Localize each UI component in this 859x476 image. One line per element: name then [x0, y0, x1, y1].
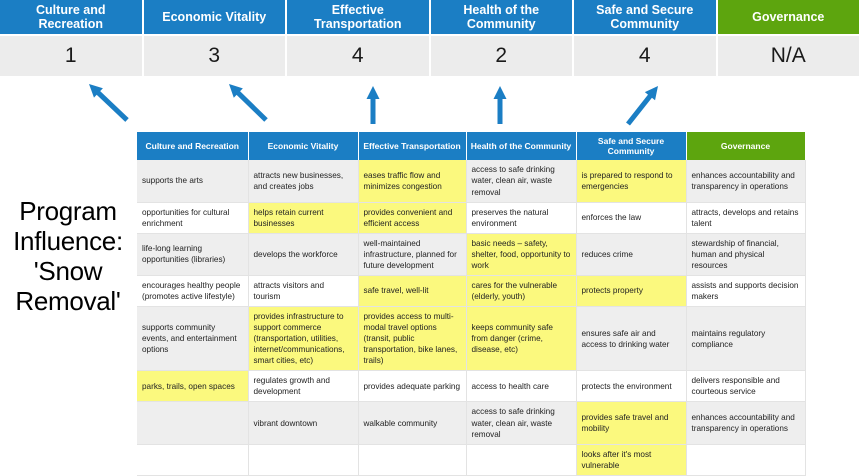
- matrix-cell: enforces the law: [576, 202, 686, 233]
- matrix-cell: life-long learning opportunities (librar…: [137, 233, 248, 275]
- banner-score-value: 1: [0, 34, 142, 76]
- matrix-column-header: Culture and Recreation: [137, 132, 248, 160]
- banner-score-value: N/A: [718, 34, 859, 76]
- matrix-cell: protects the environment: [576, 371, 686, 402]
- matrix-cell: [248, 444, 358, 475]
- matrix-column-header: Governance: [686, 132, 805, 160]
- matrix-cell: develops the workforce: [248, 233, 358, 275]
- banner-header-label: Economic Vitality: [144, 0, 286, 34]
- matrix-cell: [137, 402, 248, 444]
- matrix-cell: assists and supports decision makers: [686, 275, 805, 306]
- caption-line-1: Program: [4, 196, 132, 226]
- matrix-cell: [358, 444, 466, 475]
- matrix-cell-highlighted: parks, trails, open spaces: [137, 371, 248, 402]
- matrix-row: supports community events, and entertain…: [137, 307, 805, 371]
- matrix-cell: well-maintained infrastructure, planned …: [358, 233, 466, 275]
- banner-header-label: Safe and Secure Community: [574, 0, 716, 34]
- banner-header-label: Health of the Community: [431, 0, 573, 34]
- matrix-cell: attracts, develops and retains talent: [686, 202, 805, 233]
- matrix-cell: maintains regulatory compliance: [686, 307, 805, 371]
- banner-score-value: 2: [431, 34, 573, 76]
- matrix-cell: walkable community: [358, 402, 466, 444]
- matrix-cell: access to safe drinking water, clean air…: [466, 160, 576, 202]
- matrix-cell: regulates growth and development: [248, 371, 358, 402]
- matrix-cell: opportunities for cultural enrichment: [137, 202, 248, 233]
- matrix-cell-highlighted: basic needs – safety, shelter, food, opp…: [466, 233, 576, 275]
- banner-score-value: 4: [287, 34, 429, 76]
- arrow-culture-and-recreation: [89, 84, 127, 120]
- caption-line-3: 'Snow: [4, 256, 132, 286]
- banner-score-value: 3: [144, 34, 286, 76]
- matrix-cell-highlighted: keeps community safe from danger (crime,…: [466, 307, 576, 371]
- arrow-economic-vitality: [229, 84, 266, 120]
- program-influence-caption: Program Influence: 'Snow Removal': [4, 196, 132, 317]
- matrix-cell: stewardship of financial, human and phys…: [686, 233, 805, 275]
- banner-header-label: Governance: [718, 0, 859, 34]
- caption-line-4: Removal': [4, 286, 132, 316]
- matrix-cell: reduces crime: [576, 233, 686, 275]
- matrix-cell: ensures safe air and access to drinking …: [576, 307, 686, 371]
- matrix-cell-highlighted: provides safe travel and mobility: [576, 402, 686, 444]
- matrix-cell-highlighted: provides convenient and efficient access: [358, 202, 466, 233]
- arrow-effective-transportation: [367, 86, 380, 124]
- banner-score-value: 4: [574, 34, 716, 76]
- matrix-cell: access to safe drinking water, clean air…: [466, 402, 576, 444]
- matrix-cell-highlighted: is prepared to respond to emergencies: [576, 160, 686, 202]
- matrix-cell: [466, 444, 576, 475]
- arrow-layer: [0, 76, 859, 136]
- matrix-column-header: Safe and Secure Community: [576, 132, 686, 160]
- caption-line-2: Influence:: [4, 226, 132, 256]
- matrix-cell: access to health care: [466, 371, 576, 402]
- matrix-row: life-long learning opportunities (librar…: [137, 233, 805, 275]
- arrow-safe-and-secure-community: [628, 86, 658, 124]
- matrix-cell: attracts new businesses, and creates job…: [248, 160, 358, 202]
- banner-header-label: Effective Transportation: [287, 0, 429, 34]
- matrix-cell: attracts visitors and tourism: [248, 275, 358, 306]
- matrix-cell: supports the arts: [137, 160, 248, 202]
- matrix-cell-highlighted: eases traffic flow and minimizes congest…: [358, 160, 466, 202]
- matrix-cell: provides adequate parking: [358, 371, 466, 402]
- matrix-cell-highlighted: provides access to multi-modal travel op…: [358, 307, 466, 371]
- matrix-cell: enhances accountability and transparency…: [686, 402, 805, 444]
- matrix-cell-highlighted: looks after it's most vulnerable: [576, 444, 686, 475]
- matrix-cell-highlighted: safe travel, well-lit: [358, 275, 466, 306]
- matrix-cell-highlighted: provides infrastructure to support comme…: [248, 307, 358, 371]
- matrix-column-header: Health of the Community: [466, 132, 576, 160]
- matrix-column-header: Effective Transportation: [358, 132, 466, 160]
- banner-header-label: Culture and Recreation: [0, 0, 142, 34]
- matrix-cell: [686, 444, 805, 475]
- matrix-cell-highlighted: helps retain current businesses: [248, 202, 358, 233]
- matrix-cell-highlighted: protects property: [576, 275, 686, 306]
- matrix-cell: enhances accountability and transparency…: [686, 160, 805, 202]
- matrix-cell: vibrant downtown: [248, 402, 358, 444]
- matrix-cell: delivers responsible and courteous servi…: [686, 371, 805, 402]
- matrix-cell-highlighted: cares for the vulnerable (elderly, youth…: [466, 275, 576, 306]
- matrix-row: looks after it's most vulnerable: [137, 444, 805, 475]
- matrix-cell: preserves the natural environment: [466, 202, 576, 233]
- matrix-column-header: Economic Vitality: [248, 132, 358, 160]
- matrix-cell: supports community events, and entertain…: [137, 307, 248, 371]
- matrix-row: encourages healthy people (promotes acti…: [137, 275, 805, 306]
- matrix-cell: encourages healthy people (promotes acti…: [137, 275, 248, 306]
- matrix-cell: [137, 444, 248, 475]
- arrow-health-of-the-community: [494, 86, 507, 124]
